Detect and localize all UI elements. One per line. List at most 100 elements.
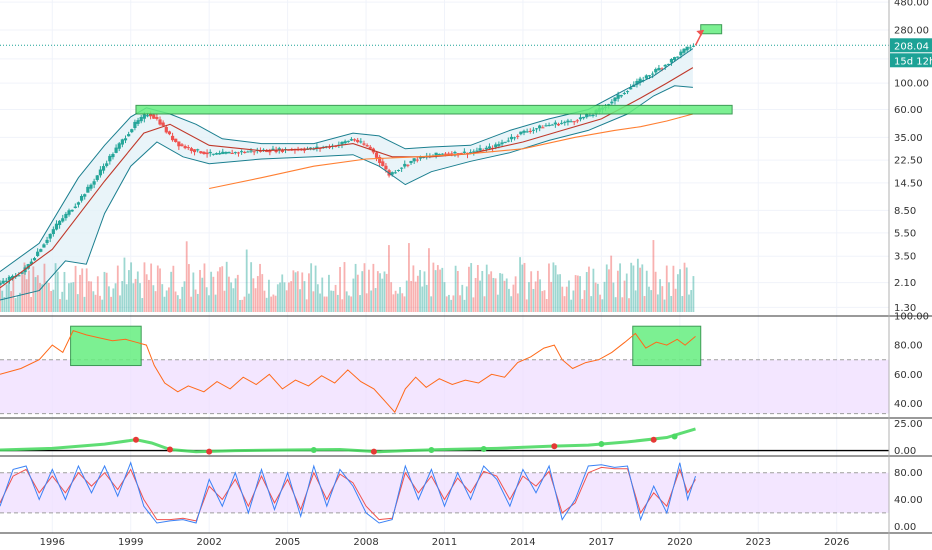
price-tick-label: 2.10 <box>894 278 916 289</box>
stoch-tick-label: 0.00 <box>894 522 916 533</box>
candle-body <box>73 206 77 209</box>
volume-bar <box>392 294 395 312</box>
volume-bar <box>132 283 135 312</box>
candle-body <box>638 78 642 83</box>
volume-bar <box>99 295 101 312</box>
candle-body <box>67 210 71 215</box>
volume-bar <box>310 263 313 312</box>
volume-bar <box>648 286 650 312</box>
volume-bar <box>268 279 270 312</box>
time-tick-label: 2005 <box>275 537 300 548</box>
stoch-d-line <box>0 466 696 522</box>
volume-bar <box>205 287 208 312</box>
candle-body <box>149 113 153 117</box>
volume-bar <box>361 271 364 312</box>
candle-body <box>591 114 595 116</box>
candle-body <box>271 148 275 151</box>
volume-bar <box>510 296 513 312</box>
volume-bar <box>192 272 195 312</box>
candle-body <box>249 150 253 152</box>
candle-body <box>663 64 667 67</box>
candle-body <box>309 147 313 149</box>
volume-bar <box>628 298 630 312</box>
volume-bar <box>608 269 610 312</box>
volume-bar <box>616 270 619 312</box>
candle-body <box>560 122 564 124</box>
volume-bar <box>92 291 95 312</box>
volume-bar <box>219 267 221 312</box>
candle-body <box>676 56 680 58</box>
candle-body <box>384 165 388 170</box>
momentum-dot <box>598 441 605 448</box>
volume-bar <box>545 298 548 312</box>
volume-bar <box>401 293 404 312</box>
volume-bar <box>363 263 366 312</box>
volume-bar <box>663 299 666 312</box>
candle-body <box>368 146 372 149</box>
volume-bar <box>550 281 553 312</box>
volume-bar <box>503 280 506 312</box>
candle-body <box>221 151 225 155</box>
candle-body <box>130 129 134 133</box>
candle-body <box>111 153 115 158</box>
volume-bar <box>350 296 353 312</box>
volume-bar <box>301 272 304 312</box>
candle-body <box>629 87 633 90</box>
volume-bar <box>52 289 55 312</box>
candle-body <box>688 47 692 49</box>
candle-body <box>666 63 670 65</box>
candle-body <box>299 149 303 151</box>
candle-body <box>142 114 146 119</box>
volume-bar <box>372 263 375 312</box>
candle-body <box>516 135 520 137</box>
volume-bar <box>419 270 421 312</box>
volume-bar <box>630 262 633 312</box>
candle-body <box>362 143 366 145</box>
volume-bar <box>72 282 75 312</box>
volume-bar <box>232 288 235 312</box>
volume-bar <box>283 282 286 312</box>
volume-bar <box>514 276 517 312</box>
volume-bar <box>443 282 446 312</box>
volume-bar <box>325 296 328 312</box>
volume-bar <box>16 295 19 312</box>
volume-bar <box>172 265 175 312</box>
candle-body <box>340 141 344 145</box>
volume-bar <box>83 296 86 312</box>
candle-body <box>393 172 397 174</box>
volume-bar <box>561 286 564 312</box>
candle-body <box>58 220 62 226</box>
candle-body <box>136 120 140 124</box>
candle-body <box>0 282 2 286</box>
candle-body <box>616 94 620 99</box>
volume-bar <box>234 278 237 312</box>
candle-body <box>101 166 106 171</box>
candle-body <box>17 275 21 277</box>
candle-body <box>265 150 269 153</box>
candle-body <box>522 130 526 133</box>
volume-bar <box>452 295 455 312</box>
volume-bar <box>541 291 544 312</box>
volume-bar <box>348 295 350 312</box>
volume-bar <box>165 290 168 312</box>
volume-bar <box>568 280 570 312</box>
volume-bar <box>163 296 166 312</box>
candle-body <box>167 131 172 135</box>
candle-body <box>183 146 187 149</box>
volume-bar <box>154 291 157 312</box>
candle-body <box>563 121 567 123</box>
candle-body <box>651 73 655 75</box>
candle-body <box>622 93 626 95</box>
volume-bar <box>296 271 299 312</box>
volume-bar <box>623 280 626 312</box>
timer-label: 15d 12h <box>894 56 932 67</box>
volume-bar <box>588 266 590 312</box>
candle-body <box>447 153 451 155</box>
volume-bar <box>323 296 326 312</box>
volume-bar <box>554 265 557 312</box>
volume-bar <box>21 274 24 312</box>
volume-bar <box>681 296 684 312</box>
volume-bar <box>416 275 419 312</box>
volume-bar <box>474 277 477 312</box>
volume-bar <box>130 262 133 312</box>
